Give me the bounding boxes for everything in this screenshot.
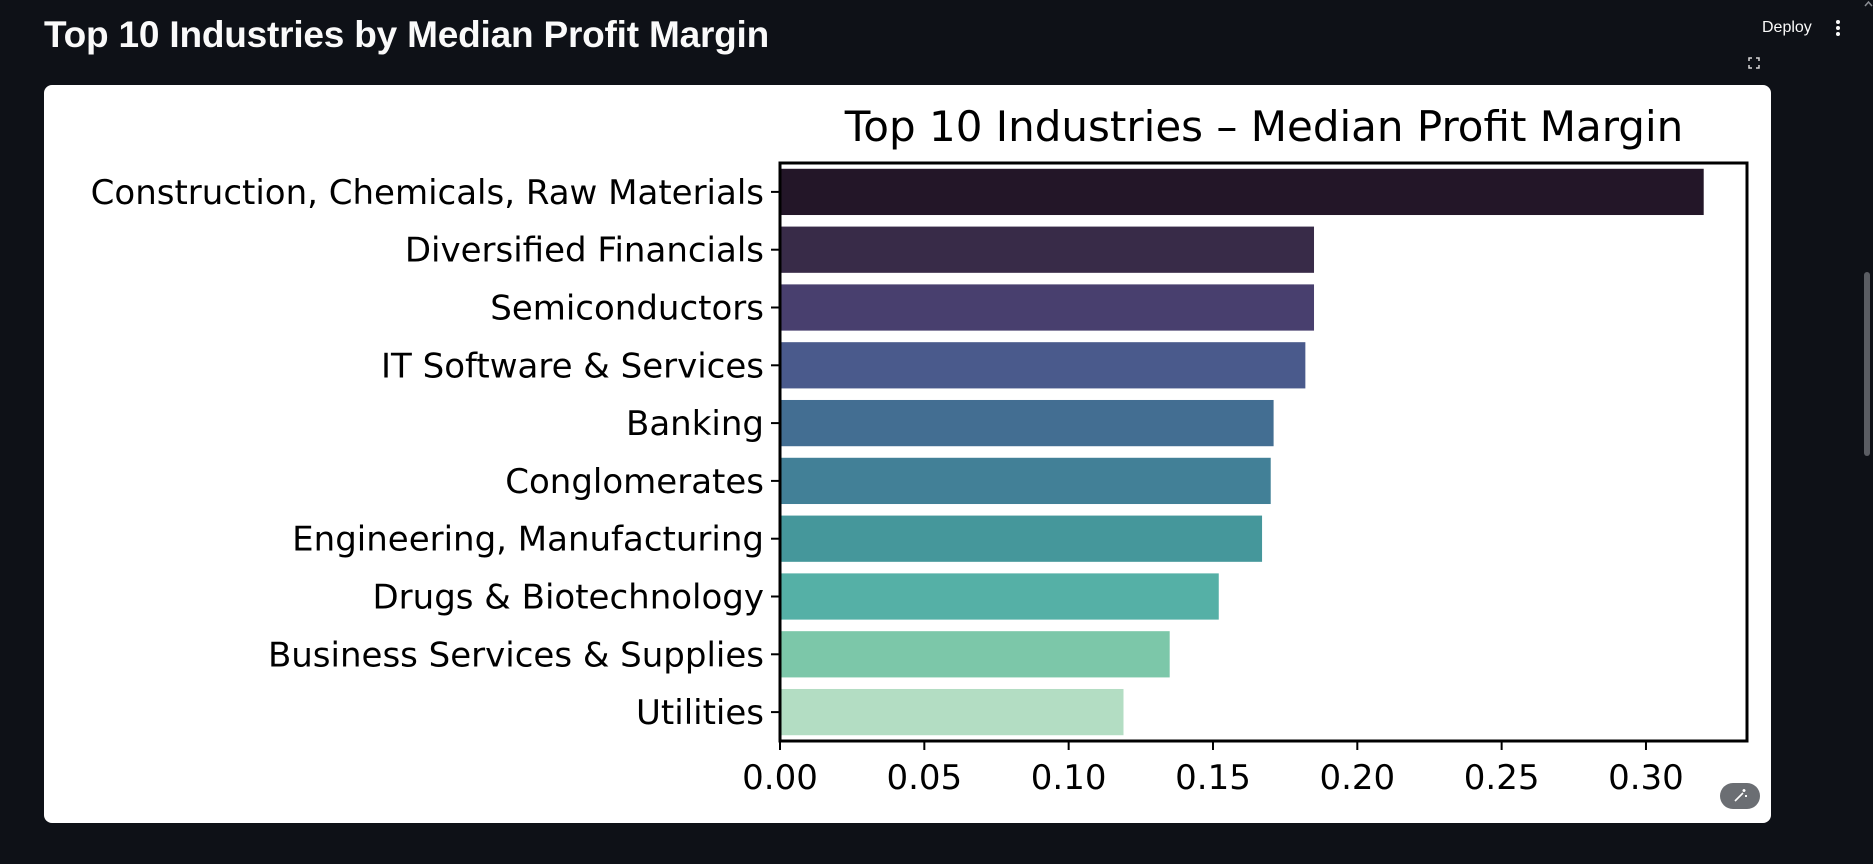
y-tick-label: Conglomerates bbox=[505, 462, 764, 502]
magic-wand-icon bbox=[1734, 789, 1747, 802]
y-tick-label: Engineering, Manufacturing bbox=[292, 520, 764, 560]
y-tick-label: Construction, Chemicals, Raw Materials bbox=[91, 173, 764, 213]
scrollbar[interactable] bbox=[1862, 0, 1873, 864]
bar-1 bbox=[780, 168, 1704, 216]
bar-6 bbox=[780, 457, 1271, 505]
vertical-ellipsis-icon bbox=[1836, 20, 1840, 36]
x-tick-label: 0.05 bbox=[886, 758, 962, 798]
y-tick-label: Diversified Financials bbox=[405, 231, 764, 271]
x-tick-label: 0.20 bbox=[1319, 758, 1395, 798]
chart-title: Top 10 Industries – Median Profit Margin bbox=[844, 102, 1683, 151]
main-menu-button[interactable] bbox=[1826, 13, 1850, 43]
page-title: Top 10 Industries by Median Profit Margi… bbox=[44, 14, 770, 55]
chart-card: Top 10 Industries – Median Profit Margin… bbox=[44, 85, 1771, 823]
bar-9 bbox=[780, 631, 1170, 678]
deploy-button[interactable]: Deploy bbox=[1748, 13, 1826, 43]
y-tick-label: Semiconductors bbox=[490, 289, 764, 329]
y-tick-label: Banking bbox=[626, 404, 764, 444]
plot-frame bbox=[778, 161, 1749, 743]
bar-2 bbox=[780, 226, 1315, 273]
x-tick-label: 0.25 bbox=[1464, 758, 1540, 798]
bar-3 bbox=[780, 284, 1315, 331]
bar-10 bbox=[780, 688, 1124, 736]
edit-chart-button[interactable] bbox=[1720, 783, 1760, 809]
y-tick-label: IT Software & Services bbox=[381, 346, 764, 386]
y-tick-label: Drugs & Biotechnology bbox=[373, 578, 765, 618]
y-tick-label: Business Services & Supplies bbox=[268, 635, 764, 675]
scrollbar-thumb[interactable] bbox=[1864, 272, 1870, 456]
x-tick-label: 0.30 bbox=[1608, 758, 1684, 798]
y-tick-label: Utilities bbox=[636, 693, 764, 733]
bar-chart: Top 10 Industries – Median Profit Margin… bbox=[91, 102, 1749, 798]
x-tick-label: 0.15 bbox=[1175, 758, 1251, 798]
fullscreen-icon bbox=[1748, 57, 1760, 69]
scroll-up-arrow[interactable] bbox=[1864, 0, 1873, 8]
bar-4 bbox=[780, 342, 1306, 389]
x-tick-label: 0.00 bbox=[742, 758, 818, 798]
x-tick-label: 0.10 bbox=[1031, 758, 1107, 798]
bar-5 bbox=[780, 399, 1274, 447]
bar-7 bbox=[780, 515, 1263, 562]
fullscreen-button[interactable] bbox=[1740, 50, 1768, 76]
bar-8 bbox=[780, 573, 1219, 620]
